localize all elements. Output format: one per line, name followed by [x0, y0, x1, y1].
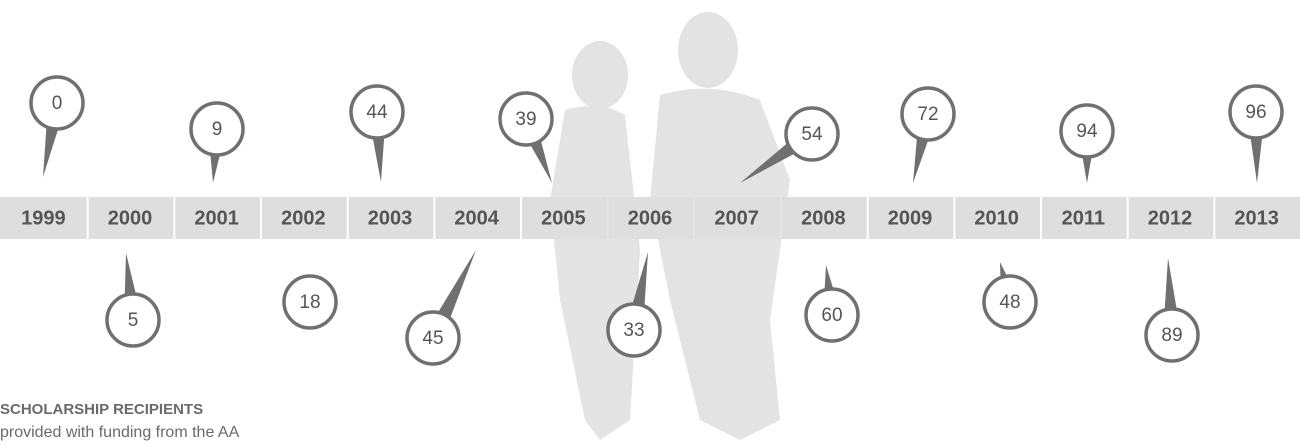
- year-label: 2011: [1062, 207, 1105, 229]
- year-label: 2003: [368, 207, 413, 229]
- year-label: 2008: [801, 207, 846, 229]
- count-label: 60: [821, 305, 842, 326]
- count-label: 54: [801, 124, 823, 145]
- year-bar: 1999 2000 2001 2002 2003 2004 2005 2006 2007 2008…: [0, 197, 1300, 239]
- count-label: 94: [1076, 121, 1098, 142]
- count-label: 45: [422, 328, 443, 349]
- year-label: 1999: [21, 207, 66, 229]
- count-label: 48: [999, 292, 1020, 313]
- count-label: 9: [212, 119, 223, 140]
- count-label: 5: [128, 310, 139, 331]
- count-label: 96: [1245, 102, 1266, 123]
- count-label: 39: [515, 109, 536, 130]
- count-label: 89: [1161, 325, 1182, 346]
- year-label: 2007: [714, 207, 759, 229]
- year-label: 2002: [281, 207, 326, 229]
- year-label: 2004: [454, 207, 499, 229]
- timeline-graphic: 1999 2000 2001 2002 2003 2004 2005 2006 2007 2008…: [0, 0, 1300, 445]
- count-label: 18: [299, 292, 320, 313]
- year-label: 2012: [1148, 207, 1193, 229]
- subtitle: provided with funding from the AA: [0, 424, 240, 441]
- count-label: 33: [623, 320, 644, 341]
- year-label: 2006: [628, 207, 673, 229]
- year-label: 2005: [541, 207, 586, 229]
- year-label: 2010: [974, 207, 1019, 229]
- year-label: 2001: [194, 207, 239, 229]
- year-label: 2013: [1234, 207, 1279, 229]
- year-label: 2009: [888, 207, 933, 229]
- count-label: 44: [366, 102, 388, 123]
- year-label: 2000: [108, 207, 153, 229]
- count-label: 0: [52, 93, 63, 114]
- title: SCHOLARSHIP RECIPIENTS: [0, 401, 203, 418]
- count-label: 72: [917, 104, 938, 125]
